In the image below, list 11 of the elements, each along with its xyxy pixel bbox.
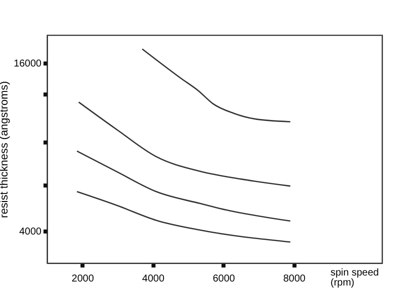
line-series [76,150,291,222]
x-tick-label: 4000 [142,274,165,284]
x-axis-title: spin speed (rpm) [330,268,379,288]
line-series [78,101,291,187]
x-tick-label: 2000 [72,274,94,284]
y-tick-label: 16000 [14,58,42,70]
line-series [76,191,291,243]
x-tick-label: 6000 [212,274,236,284]
x-tick-label: 8000 [283,274,306,284]
y-axis-title: resist thickness (angstroms) [0,81,11,218]
line-series [142,48,291,122]
